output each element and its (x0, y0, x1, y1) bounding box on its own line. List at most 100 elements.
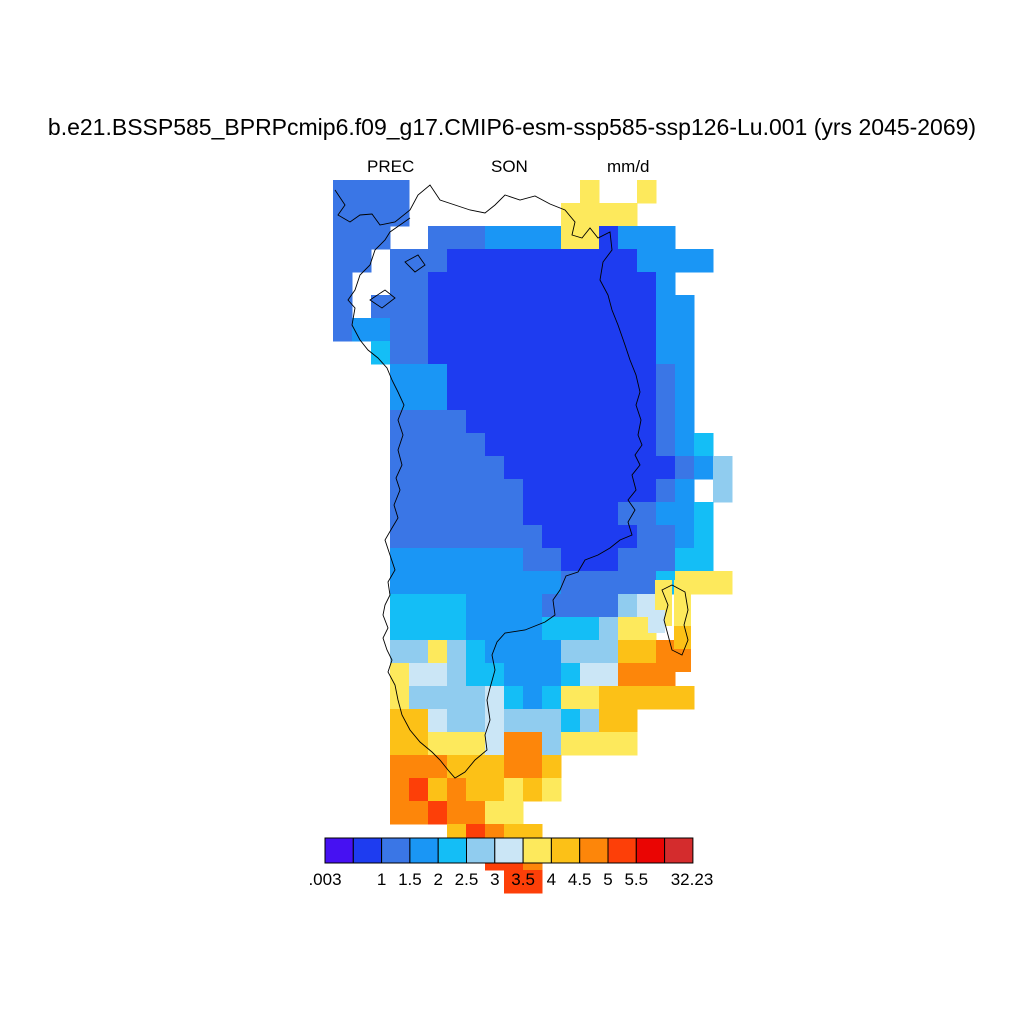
precip-cell (561, 548, 581, 572)
precip-cell (409, 778, 429, 802)
precip-cell (637, 456, 657, 480)
precip-cell (637, 318, 657, 342)
precip-cell (390, 801, 410, 825)
precip-cell (466, 663, 486, 687)
precip-cell (580, 249, 600, 273)
precip-cell (447, 272, 467, 296)
colorbar-tick-label: 3.5 (511, 870, 535, 889)
precip-cell (428, 640, 448, 664)
precip-cell (466, 709, 486, 733)
precip-cell (523, 410, 543, 434)
precip-cell (599, 318, 619, 342)
precip-cell (637, 571, 657, 595)
precip-cell (390, 525, 410, 549)
precip-cell (485, 341, 505, 365)
precip-cell (523, 341, 543, 365)
precip-cell (674, 603, 691, 626)
precip-cell (599, 640, 619, 664)
precip-cell (428, 525, 448, 549)
precip-cell (561, 433, 581, 457)
precip-cell (618, 318, 638, 342)
precip-cell (694, 548, 714, 572)
precip-cell (409, 456, 429, 480)
precip-cell (504, 778, 524, 802)
precip-cell (523, 249, 543, 273)
precip-cell (409, 364, 429, 388)
precip-cell (618, 479, 638, 503)
precip-cell (618, 295, 638, 319)
precip-cell (599, 226, 619, 250)
precip-cell (428, 663, 448, 687)
precip-cell (599, 249, 619, 273)
precip-cell (409, 525, 429, 549)
precip-cell (694, 571, 714, 595)
precip-cell (352, 180, 372, 204)
precip-cell (561, 203, 581, 227)
precip-cell (674, 580, 691, 603)
precip-cell (523, 870, 543, 894)
precip-cell (466, 226, 486, 250)
precip-cell (485, 801, 505, 825)
precip-cell (428, 364, 448, 388)
colorbar-tick-label: .003 (308, 870, 342, 889)
precip-cell (447, 663, 467, 687)
precip-cell (542, 272, 562, 296)
precip-cell (599, 548, 619, 572)
precip-cell (523, 594, 543, 618)
precip-cell (542, 525, 562, 549)
precip-cell (485, 318, 505, 342)
precip-cell (466, 341, 486, 365)
precip-cell (542, 686, 562, 710)
precip-cell (580, 341, 600, 365)
colorbar-tick-label: 2.5 (454, 870, 479, 889)
precip-cell (504, 249, 524, 273)
precip-cell (428, 617, 448, 641)
precip-cell (561, 502, 581, 526)
precip-cell (428, 272, 448, 296)
precip-cell (675, 249, 695, 273)
colorbar-box (607, 837, 637, 864)
precip-cell (656, 479, 676, 503)
colorbar-tick-label: 5 (603, 870, 613, 889)
precip-cell (333, 318, 353, 342)
precip-cell (523, 755, 543, 779)
precip-cell (580, 479, 600, 503)
precip-cell (409, 709, 429, 733)
precip-cell (637, 180, 657, 204)
precip-cell (523, 778, 543, 802)
precip-cell (390, 571, 410, 595)
precip-cell (371, 226, 391, 250)
precip-cell (504, 295, 524, 319)
precip-cell (656, 295, 676, 319)
precip-cell (599, 295, 619, 319)
precip-cell (580, 180, 600, 204)
colorbar-tick-label: 1 (376, 870, 387, 889)
precip-cell (694, 249, 714, 273)
precip-cell (599, 272, 619, 296)
precip-cell (580, 226, 600, 250)
precip-cell (390, 778, 410, 802)
precip-cell (523, 525, 543, 549)
precip-cell (447, 617, 467, 641)
precip-cell (561, 410, 581, 434)
precip-cell (485, 433, 505, 457)
precip-cell (466, 479, 486, 503)
precip-cell (371, 203, 391, 227)
precip-cell (713, 456, 733, 480)
precip-cell (371, 180, 391, 204)
plot-title: b.e21.BSSP585_BPRPcmip6.f09_g17.CMIP6-es… (47, 114, 977, 140)
precip-cell (523, 709, 543, 733)
precip-cell (409, 249, 429, 273)
precip-cell (428, 502, 448, 526)
coastline (334, 184, 689, 779)
precip-cell (523, 226, 543, 250)
precip-cell (542, 226, 562, 250)
precip-cell (409, 732, 429, 756)
precip-cell (390, 594, 410, 618)
colorbar-box (494, 837, 524, 864)
precip-cell (447, 732, 467, 756)
precip-cell (675, 318, 695, 342)
precip-cell (466, 318, 486, 342)
colorbar-tick-label: 1.5 (398, 870, 422, 889)
